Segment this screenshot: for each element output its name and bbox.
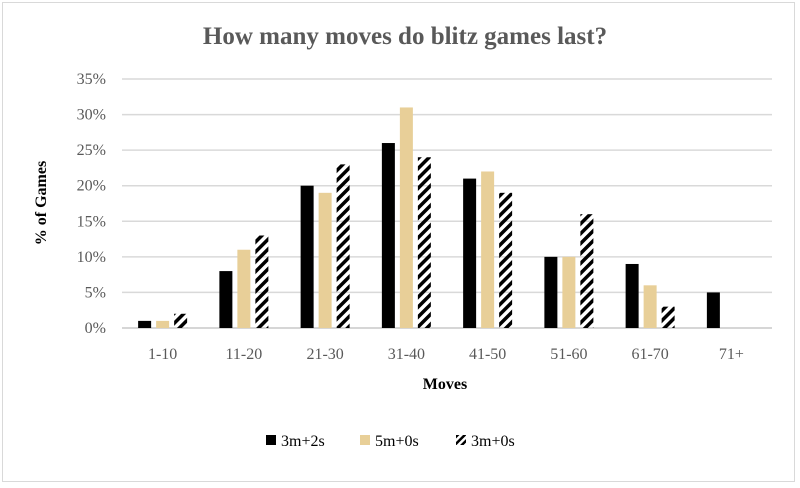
x-axis-label: Moves <box>423 376 467 393</box>
bar-3m-plus-2s-31-40 <box>381 143 395 328</box>
x-tick-label: 11-20 <box>226 346 263 363</box>
y-tick-label: 35% <box>77 71 106 88</box>
legend-label: 5m+0s <box>375 433 419 450</box>
x-tick-label: 41-50 <box>469 346 506 363</box>
y-tick-label: 25% <box>77 142 106 159</box>
y-tick-label: 10% <box>77 249 106 266</box>
bar-3m-plus-0s-51-60 <box>580 214 594 328</box>
legend-swatch <box>266 435 276 445</box>
bar-5m-plus-0s-1-10 <box>156 320 170 328</box>
x-tick-label: 51-60 <box>550 346 587 363</box>
bar-5m-plus-0s-61-70 <box>643 285 657 328</box>
bar-5m-plus-0s-11-20 <box>237 249 251 328</box>
x-tick-label: 21-30 <box>306 346 343 363</box>
bar-3m-plus-0s-31-40 <box>417 157 431 328</box>
x-tick-label: 71+ <box>719 346 744 363</box>
y-tick-label: 5% <box>85 284 106 301</box>
y-tick-label: 15% <box>77 213 106 230</box>
x-tick-label: 31-40 <box>388 346 425 363</box>
legend-swatch <box>360 435 370 445</box>
bar-3m-plus-0s-41-50 <box>499 192 513 328</box>
bar-3m-plus-0s-11-20 <box>255 235 269 328</box>
bar-3m-plus-2s-41-50 <box>463 178 477 328</box>
chart-frame <box>2 2 795 482</box>
y-tick-label: 30% <box>77 107 106 124</box>
bar-3m-plus-2s-1-10 <box>138 320 152 328</box>
bar-3m-plus-0s-61-70 <box>661 306 675 328</box>
bar-5m-plus-0s-31-40 <box>399 107 413 328</box>
x-tick-label: 61-70 <box>631 346 668 363</box>
legend-swatch <box>456 435 466 445</box>
bar-3m-plus-2s-51-60 <box>544 256 558 328</box>
chart-title: How many moves do blitz games last? <box>203 23 607 50</box>
bar-5m-plus-0s-51-60 <box>562 256 576 328</box>
bar-3m-plus-2s-21-30 <box>300 185 314 328</box>
bar-3m-plus-2s-61-70 <box>625 263 639 328</box>
y-axis-label: % of Games <box>33 161 50 245</box>
legend-label: 3m+2s <box>281 433 325 450</box>
bar-5m-plus-0s-41-50 <box>481 171 495 328</box>
y-tick-label: 0% <box>85 320 106 337</box>
bar-3m-plus-2s-11-20 <box>219 271 233 328</box>
x-tick-label: 1-10 <box>148 346 177 363</box>
bar-3m-plus-2s-71+ <box>706 292 720 328</box>
bar-5m-plus-0s-21-30 <box>318 192 332 328</box>
bar-3m-plus-0s-1-10 <box>174 313 188 328</box>
legend-label: 3m+0s <box>471 433 515 450</box>
y-tick-label: 20% <box>77 178 106 195</box>
bar-3m-plus-0s-21-30 <box>336 164 350 328</box>
